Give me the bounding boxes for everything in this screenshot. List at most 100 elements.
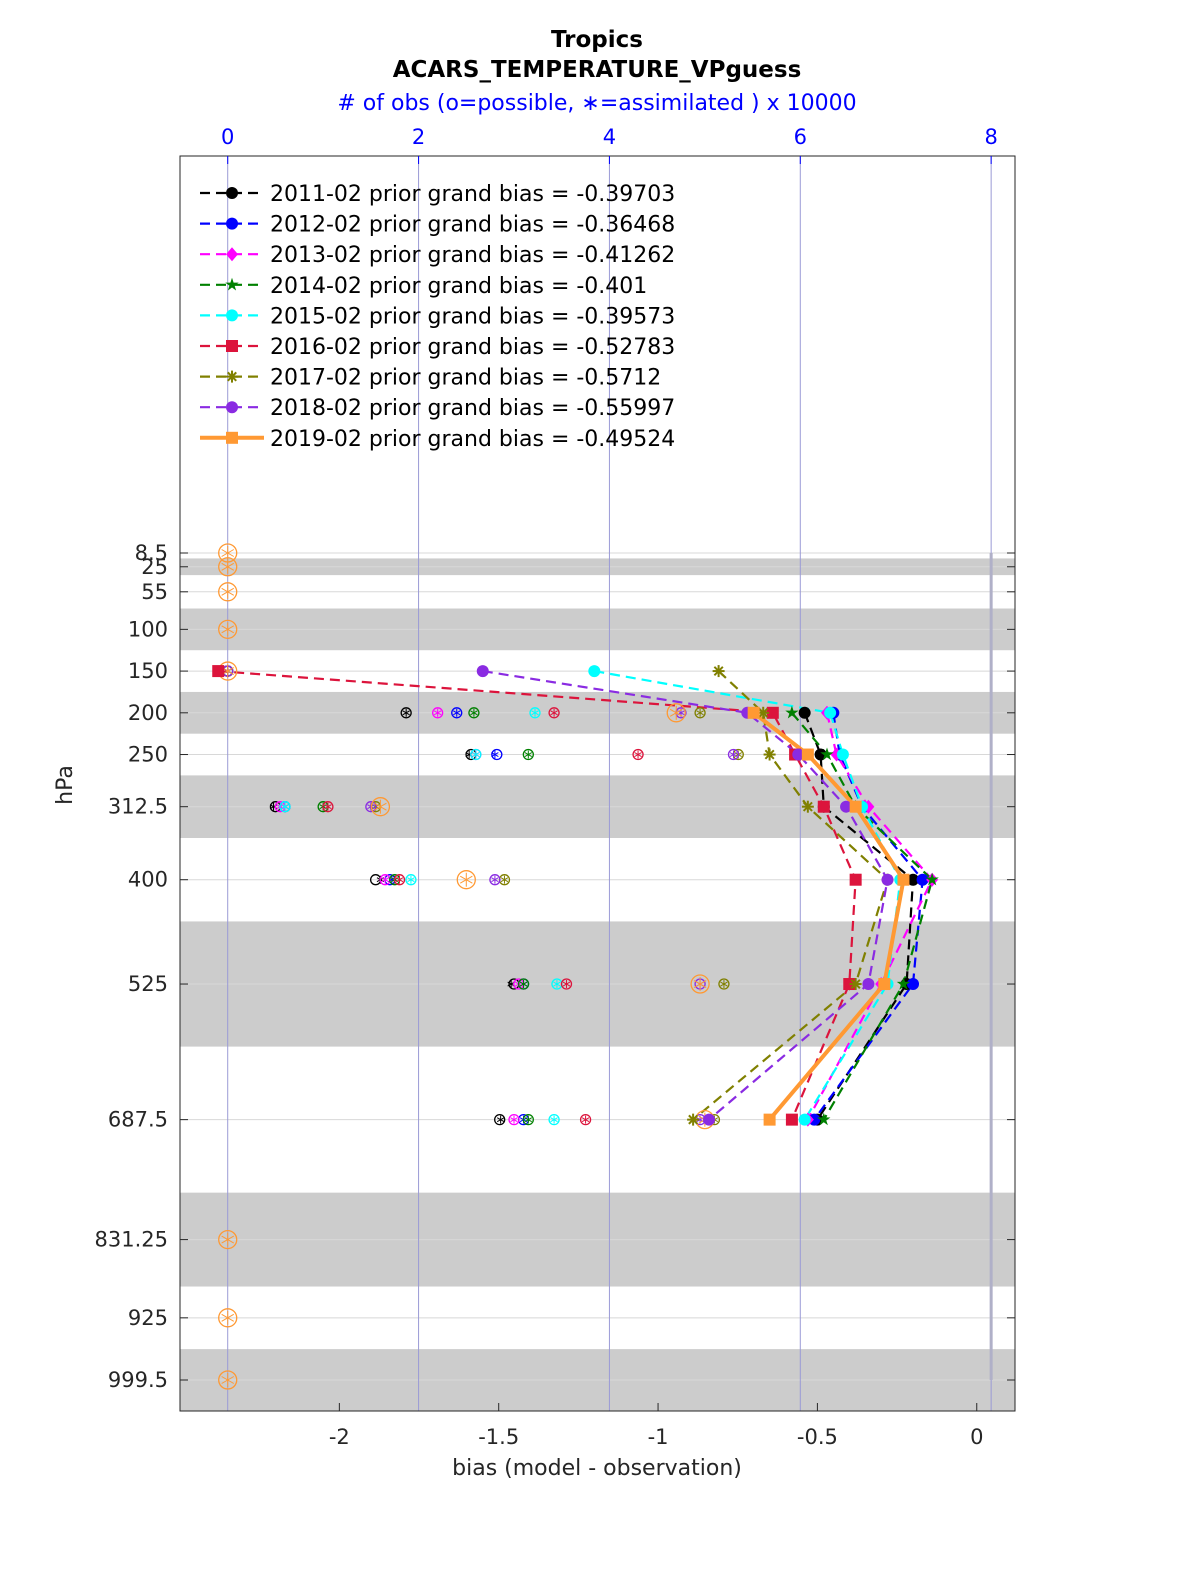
- asterisk-stroke: [696, 710, 704, 716]
- asterisk-stroke: [693, 980, 707, 988]
- y-tick-label: 150: [128, 659, 168, 683]
- obs-possible-marker: [494, 1113, 506, 1126]
- asterisk-stroke: [491, 877, 499, 883]
- x-axis-label: bias (model - observation): [452, 1456, 742, 1481]
- top-tick-label: 6: [794, 125, 807, 149]
- asterisk-stroke: [227, 371, 237, 382]
- chart-title: Tropics: [551, 27, 643, 53]
- series-line: [791, 712, 934, 1121]
- legend-label: 2017-02 prior grand bias = -0.5712: [270, 366, 661, 391]
- plot-frame: [179, 155, 1016, 1412]
- data-point: [849, 978, 862, 991]
- series-line: [803, 712, 915, 1121]
- top-tick-label: 2: [412, 125, 425, 149]
- series-line: [806, 712, 934, 1121]
- data-point: [226, 431, 238, 444]
- obs-possible-marker: [405, 874, 417, 886]
- data-point: [849, 800, 862, 813]
- asterisk-stroke: [764, 749, 775, 760]
- data-point: [226, 340, 238, 352]
- obs-possible-marker: [400, 707, 412, 719]
- obs-assimilated-marker: [524, 750, 533, 759]
- data-point: [824, 706, 837, 719]
- obs-possible-marker: [517, 978, 530, 990]
- y-tick-label: 100: [128, 617, 168, 641]
- obs-assimilated-marker: [581, 1115, 590, 1124]
- legend-entry: 2019-02 prior grand bias = -0.49524: [200, 427, 675, 452]
- legend-entry: 2018-02 prior grand bias = -0.55997: [200, 396, 675, 421]
- data-point: [766, 706, 779, 719]
- data-point: [792, 748, 805, 761]
- y-tick-label: 25: [141, 555, 168, 579]
- data-point: [817, 1112, 831, 1126]
- asterisk-stroke: [324, 804, 332, 810]
- obs-possible-marker: [560, 978, 573, 990]
- observation-count-markers: [218, 543, 744, 1390]
- data-point: [907, 978, 920, 991]
- legend-label: 2019-02 prior grand bias = -0.49524: [270, 427, 675, 452]
- asterisk-stroke: [850, 979, 861, 989]
- obs-possible-marker: [218, 1229, 238, 1250]
- obs-possible-marker: [218, 582, 238, 602]
- asterisk-stroke: [550, 710, 558, 716]
- asterisk-stroke: [496, 1117, 505, 1123]
- obs-assimilated-marker: [221, 584, 235, 599]
- data-point: [226, 187, 238, 199]
- obs-assimilated-marker: [510, 1115, 518, 1124]
- data-point: [226, 217, 238, 230]
- data-point: [916, 873, 929, 886]
- obs-assimilated-marker: [524, 1115, 533, 1124]
- obs-assimilated-marker: [324, 802, 332, 811]
- series-line: [752, 711, 906, 1121]
- obs-possible-marker: [456, 870, 476, 890]
- asterisk-stroke: [634, 752, 642, 757]
- obs-possible-marker: [548, 1113, 560, 1126]
- obs-possible-marker: [393, 874, 406, 886]
- asterisk-stroke: [500, 877, 509, 883]
- data-point: [588, 665, 601, 678]
- asterisk-stroke: [221, 1313, 235, 1322]
- legend-entry: 2015-02 prior grand bias = -0.39573: [200, 304, 675, 329]
- data-point: [763, 1113, 776, 1126]
- obs-possible-marker: [694, 707, 706, 719]
- data-point: [212, 665, 225, 678]
- asterisk-stroke: [510, 1117, 518, 1123]
- legend-label: 2012-02 prior grand bias = -0.36468: [270, 213, 675, 238]
- obs-possible-marker: [548, 707, 560, 719]
- data-point: [814, 748, 827, 761]
- x-tick-label: -2: [329, 1425, 350, 1449]
- asterisk-stroke: [491, 752, 499, 757]
- legend: 2011-02 prior grand bias = -0.39703 2012-…: [200, 182, 675, 452]
- obs-possible-marker: [451, 707, 463, 719]
- y-tick-label: 999.5: [108, 1368, 168, 1392]
- obs-possible-marker: [529, 707, 541, 719]
- obs-possible-marker: [470, 748, 482, 761]
- obs-assimilated-marker: [696, 708, 704, 717]
- legend-label: 2016-02 prior grand bias = -0.52783: [270, 335, 675, 360]
- asterisk-stroke: [519, 981, 528, 987]
- asterisk-stroke: [221, 1376, 235, 1384]
- data-point: [798, 706, 811, 719]
- obs-possible-marker: [666, 703, 686, 723]
- asterisk-stroke: [729, 752, 738, 757]
- data-point: [862, 978, 875, 991]
- obs-possible-marker: [508, 1113, 520, 1126]
- obs-possible-marker: [690, 974, 710, 994]
- data-point: [896, 977, 911, 990]
- x-tick-label: -0.5: [797, 1425, 838, 1449]
- asterisk-stroke: [281, 804, 289, 810]
- data-point: [925, 872, 939, 886]
- legend-entry: 2017-02 prior grand bias = -0.5712: [200, 366, 661, 391]
- chart-subtitle: ACARS_TEMPERATURE_VPguess: [393, 57, 802, 83]
- obs-assimilated-marker: [395, 875, 404, 884]
- top-tick-label: 4: [603, 125, 616, 149]
- y-tick-label: 400: [128, 868, 168, 892]
- obs-assimilated-marker: [669, 705, 683, 720]
- obs-assimilated-marker: [221, 559, 235, 574]
- obs-possible-marker: [279, 801, 291, 813]
- legend-label: 2014-02 prior grand bias = -0.401: [270, 274, 647, 299]
- obs-possible-marker: [632, 748, 644, 761]
- y-tick-label: 250: [128, 743, 168, 767]
- series-markers: [212, 665, 939, 1127]
